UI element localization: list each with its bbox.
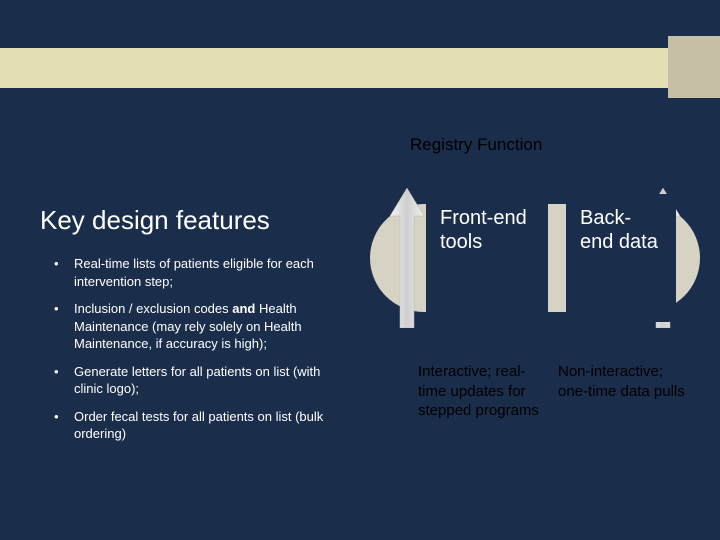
up-arrow-left-icon — [390, 188, 424, 328]
bullet-item: Generate letters for all patients on lis… — [50, 363, 350, 398]
bullet-bold: and — [232, 301, 255, 316]
description-row: Interactive; real-time updates for stepp… — [418, 362, 718, 421]
top-right-accent-block — [668, 36, 720, 98]
bullet-text: Generate letters for all patients on lis… — [74, 364, 320, 397]
registry-diagram: Front-end tools Back-end data — [370, 188, 700, 338]
feature-bullet-list: Real-time lists of patients eligible for… — [50, 255, 350, 453]
bullet-item: Real-time lists of patients eligible for… — [50, 255, 350, 290]
bullet-text: Real-time lists of patients eligible for… — [74, 256, 314, 289]
top-accent-bar — [0, 48, 720, 88]
left-heading: Key design features — [40, 205, 270, 236]
bullet-item: Order fecal tests for all patients on li… — [50, 408, 350, 443]
bullet-text: Order fecal tests for all patients on li… — [74, 409, 323, 442]
frontend-card-label: Front-end tools — [440, 207, 527, 253]
frontend-description: Interactive; real-time updates for stepp… — [418, 362, 558, 421]
section-title: Registry Function — [410, 135, 542, 155]
backend-card: Back-end data — [566, 194, 676, 322]
bullet-item: Inclusion / exclusion codes and Health M… — [50, 300, 350, 353]
frontend-card: Front-end tools — [426, 194, 548, 322]
backend-card-label: Back-end data — [580, 207, 658, 253]
backend-description: Non-interactive; one-time data pulls — [558, 362, 698, 421]
bullet-prefix: Inclusion / exclusion codes — [74, 301, 232, 316]
